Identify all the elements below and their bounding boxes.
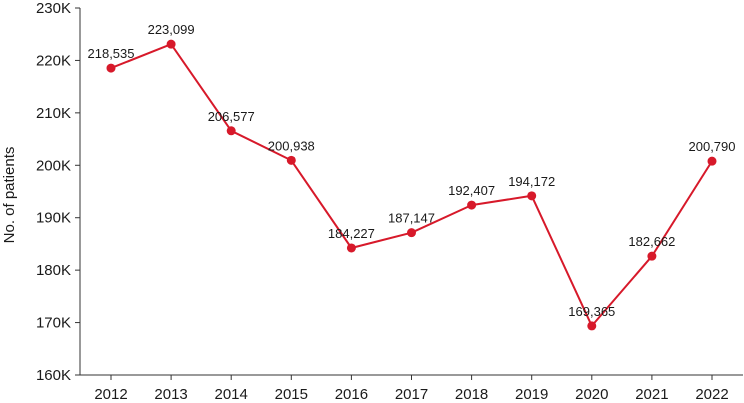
y-tick-label: 200K: [36, 157, 71, 174]
data-point: [527, 191, 537, 201]
data-label: 194,172: [508, 174, 555, 189]
x-tick-label: 2018: [455, 386, 488, 403]
x-tick-label: 2013: [154, 386, 187, 403]
y-tick-label: 180K: [36, 262, 71, 279]
y-tick-label: 190K: [36, 210, 71, 227]
data-label: 187,147: [388, 211, 435, 226]
x-tick-label: 2012: [94, 386, 127, 403]
x-tick-label: 2019: [515, 386, 548, 403]
x-tick-label: 2022: [695, 386, 728, 403]
y-tick-label: 220K: [36, 52, 71, 69]
y-tick-label: 230K: [36, 0, 71, 17]
y-tick-label: 160K: [36, 367, 71, 384]
data-point: [707, 156, 717, 166]
data-label: 200,790: [689, 139, 736, 154]
data-label: 182,662: [628, 234, 675, 249]
data-point: [346, 243, 356, 253]
x-tick-label: 2021: [635, 386, 668, 403]
x-tick-label: 2016: [335, 386, 368, 403]
y-tick-label: 210K: [36, 105, 71, 122]
x-tick-label: 2015: [275, 386, 308, 403]
data-point: [467, 200, 477, 210]
x-tick-label: 2017: [395, 386, 428, 403]
data-point: [166, 39, 176, 49]
data-point: [106, 63, 116, 73]
y-axis-title: No. of patients: [1, 147, 18, 244]
data-point: [286, 155, 296, 165]
series-patients: [106, 39, 717, 331]
data-labels: 218,535 223,099 206,577 200,938 184,227 187,1…: [88, 22, 736, 319]
x-tick-label: 2020: [575, 386, 608, 403]
series-line: [110, 43, 713, 327]
data-label: 206,577: [208, 109, 255, 124]
data-label: 169,365: [568, 304, 615, 319]
data-label: 192,407: [448, 183, 495, 198]
data-point: [647, 251, 657, 261]
data-label: 218,535: [88, 46, 135, 61]
x-tick-label: 2014: [215, 386, 248, 403]
data-point: [407, 228, 416, 238]
data-point: [226, 126, 236, 136]
y-tick-label: 170K: [36, 315, 71, 332]
data-label: 223,099: [148, 22, 195, 37]
y-axis: 160K 170K 180K 190K 200K 210K 220K 230K: [36, 0, 81, 384]
data-label: 184,227: [328, 226, 375, 241]
x-axis: 2012 2013 2014 2015 2016 2017 2018 2019 2020 2021…: [80, 374, 743, 403]
data-label: 200,938: [268, 138, 315, 153]
data-point: [587, 321, 597, 331]
